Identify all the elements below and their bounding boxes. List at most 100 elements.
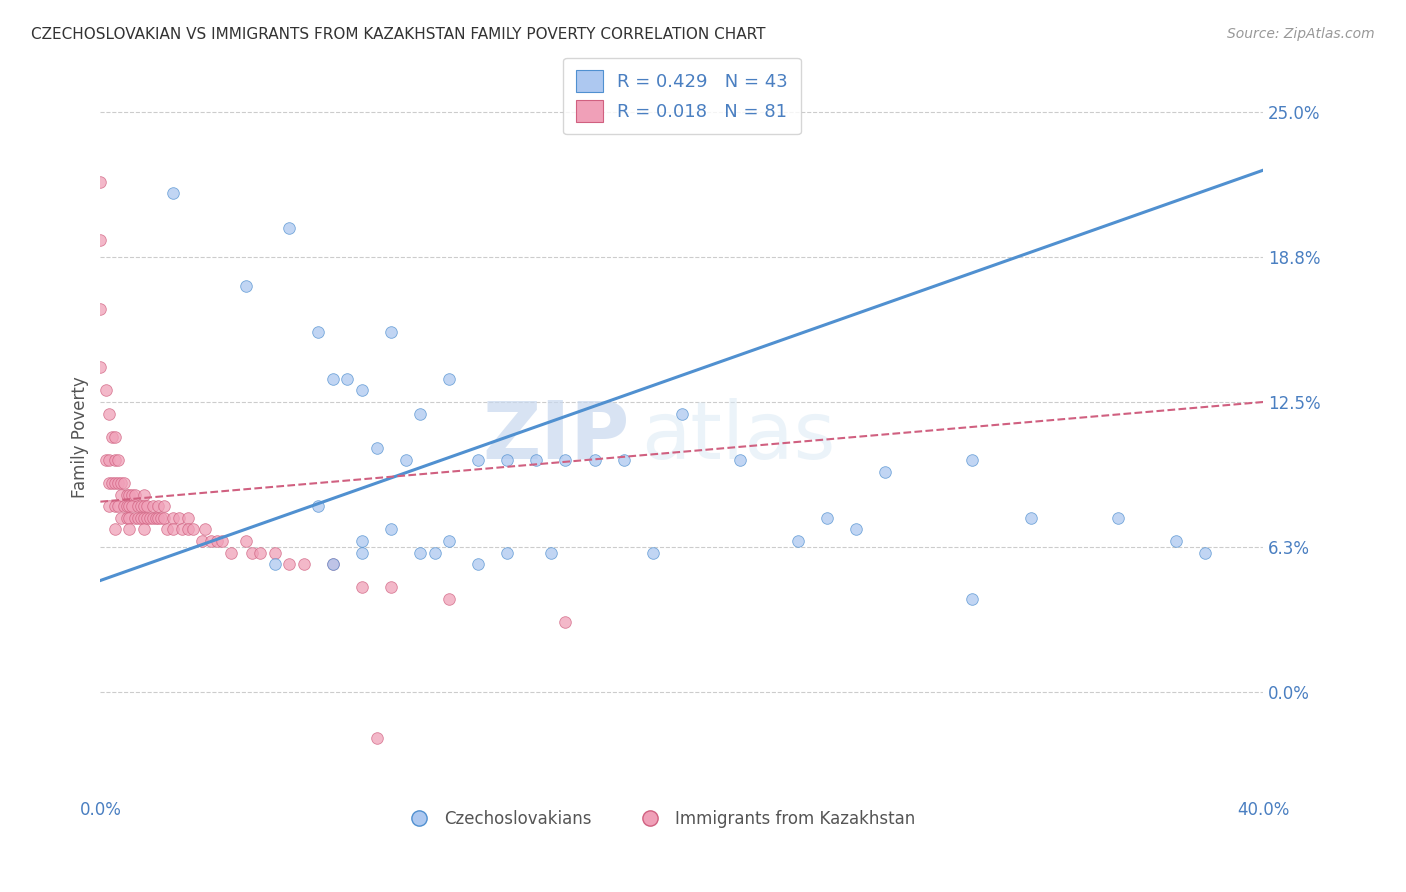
Point (89, 360, 111, 375)
Point (728, 453, 751, 467)
Point (132, 488, 155, 502)
Point (467, 453, 489, 467)
Point (235, 534, 257, 549)
Point (89, 233, 111, 247)
Point (380, 326, 402, 340)
Point (145, 511, 167, 525)
Point (89, 175, 111, 189)
Point (815, 511, 838, 525)
Point (583, 453, 606, 467)
Point (409, 546, 432, 560)
Point (135, 500, 157, 514)
Point (350, 384, 373, 398)
Point (437, 372, 460, 386)
Point (89, 302, 111, 317)
Point (96, 453, 118, 467)
Point (153, 500, 176, 514)
Point (110, 488, 132, 502)
Point (115, 488, 138, 502)
Point (98, 500, 121, 514)
Point (366, 442, 388, 456)
Point (156, 523, 179, 537)
Point (104, 523, 127, 537)
Point (118, 511, 141, 525)
Point (322, 558, 344, 572)
Point (98, 407, 121, 421)
Point (307, 326, 329, 340)
Point (124, 511, 146, 525)
Point (162, 186, 184, 201)
Point (150, 511, 173, 525)
Point (121, 500, 143, 514)
Point (526, 453, 548, 467)
Point (101, 430, 124, 444)
Point (496, 546, 519, 560)
Text: atlas: atlas (641, 398, 835, 475)
Point (1164, 534, 1187, 549)
Point (153, 511, 176, 525)
Text: ZIP: ZIP (482, 398, 630, 475)
Point (132, 523, 155, 537)
Point (467, 558, 489, 572)
Point (110, 511, 132, 525)
Point (115, 500, 138, 514)
Point (366, 731, 388, 746)
Point (107, 476, 129, 491)
Point (496, 453, 519, 467)
Point (219, 546, 242, 560)
Text: Source: ZipAtlas.com: Source: ZipAtlas.com (1227, 27, 1375, 41)
Point (350, 581, 373, 595)
Point (167, 511, 190, 525)
Point (235, 279, 257, 293)
Point (307, 500, 329, 514)
Point (124, 488, 146, 502)
Point (278, 558, 301, 572)
Point (104, 453, 127, 467)
Point (162, 511, 184, 525)
Point (350, 534, 373, 549)
Point (409, 407, 432, 421)
Point (380, 523, 402, 537)
Point (787, 534, 810, 549)
Point (322, 372, 344, 386)
Point (671, 407, 693, 421)
Point (1194, 546, 1216, 560)
Point (540, 546, 562, 560)
Point (183, 523, 205, 537)
Point (962, 592, 984, 607)
Point (98, 453, 121, 467)
Text: CZECHOSLOVAKIAN VS IMMIGRANTS FROM KAZAKHSTAN FAMILY POVERTY CORRELATION CHART: CZECHOSLOVAKIAN VS IMMIGRANTS FROM KAZAK… (31, 27, 765, 42)
Point (845, 523, 868, 537)
Point (101, 476, 124, 491)
Legend: Czechoslovakians, Immigrants from Kazakhstan: Czechoslovakians, Immigrants from Kazakh… (395, 803, 921, 835)
Point (104, 500, 127, 514)
Point (278, 221, 301, 235)
Point (263, 558, 285, 572)
Point (132, 500, 155, 514)
Point (142, 500, 165, 514)
Point (142, 511, 165, 525)
Point (249, 546, 271, 560)
Point (162, 523, 184, 537)
Point (437, 534, 460, 549)
Point (336, 372, 359, 386)
Point (437, 592, 460, 607)
Point (176, 511, 198, 525)
Point (127, 500, 149, 514)
Point (240, 546, 263, 560)
Point (110, 476, 132, 491)
Point (112, 476, 135, 491)
Point (211, 534, 233, 549)
Point (104, 476, 127, 491)
Point (104, 430, 127, 444)
Point (132, 511, 155, 525)
Point (135, 511, 157, 525)
Point (176, 523, 198, 537)
Point (96, 384, 118, 398)
Point (118, 488, 141, 502)
Point (107, 500, 129, 514)
Point (129, 500, 152, 514)
Point (191, 534, 214, 549)
Point (423, 546, 446, 560)
Point (1107, 511, 1129, 525)
